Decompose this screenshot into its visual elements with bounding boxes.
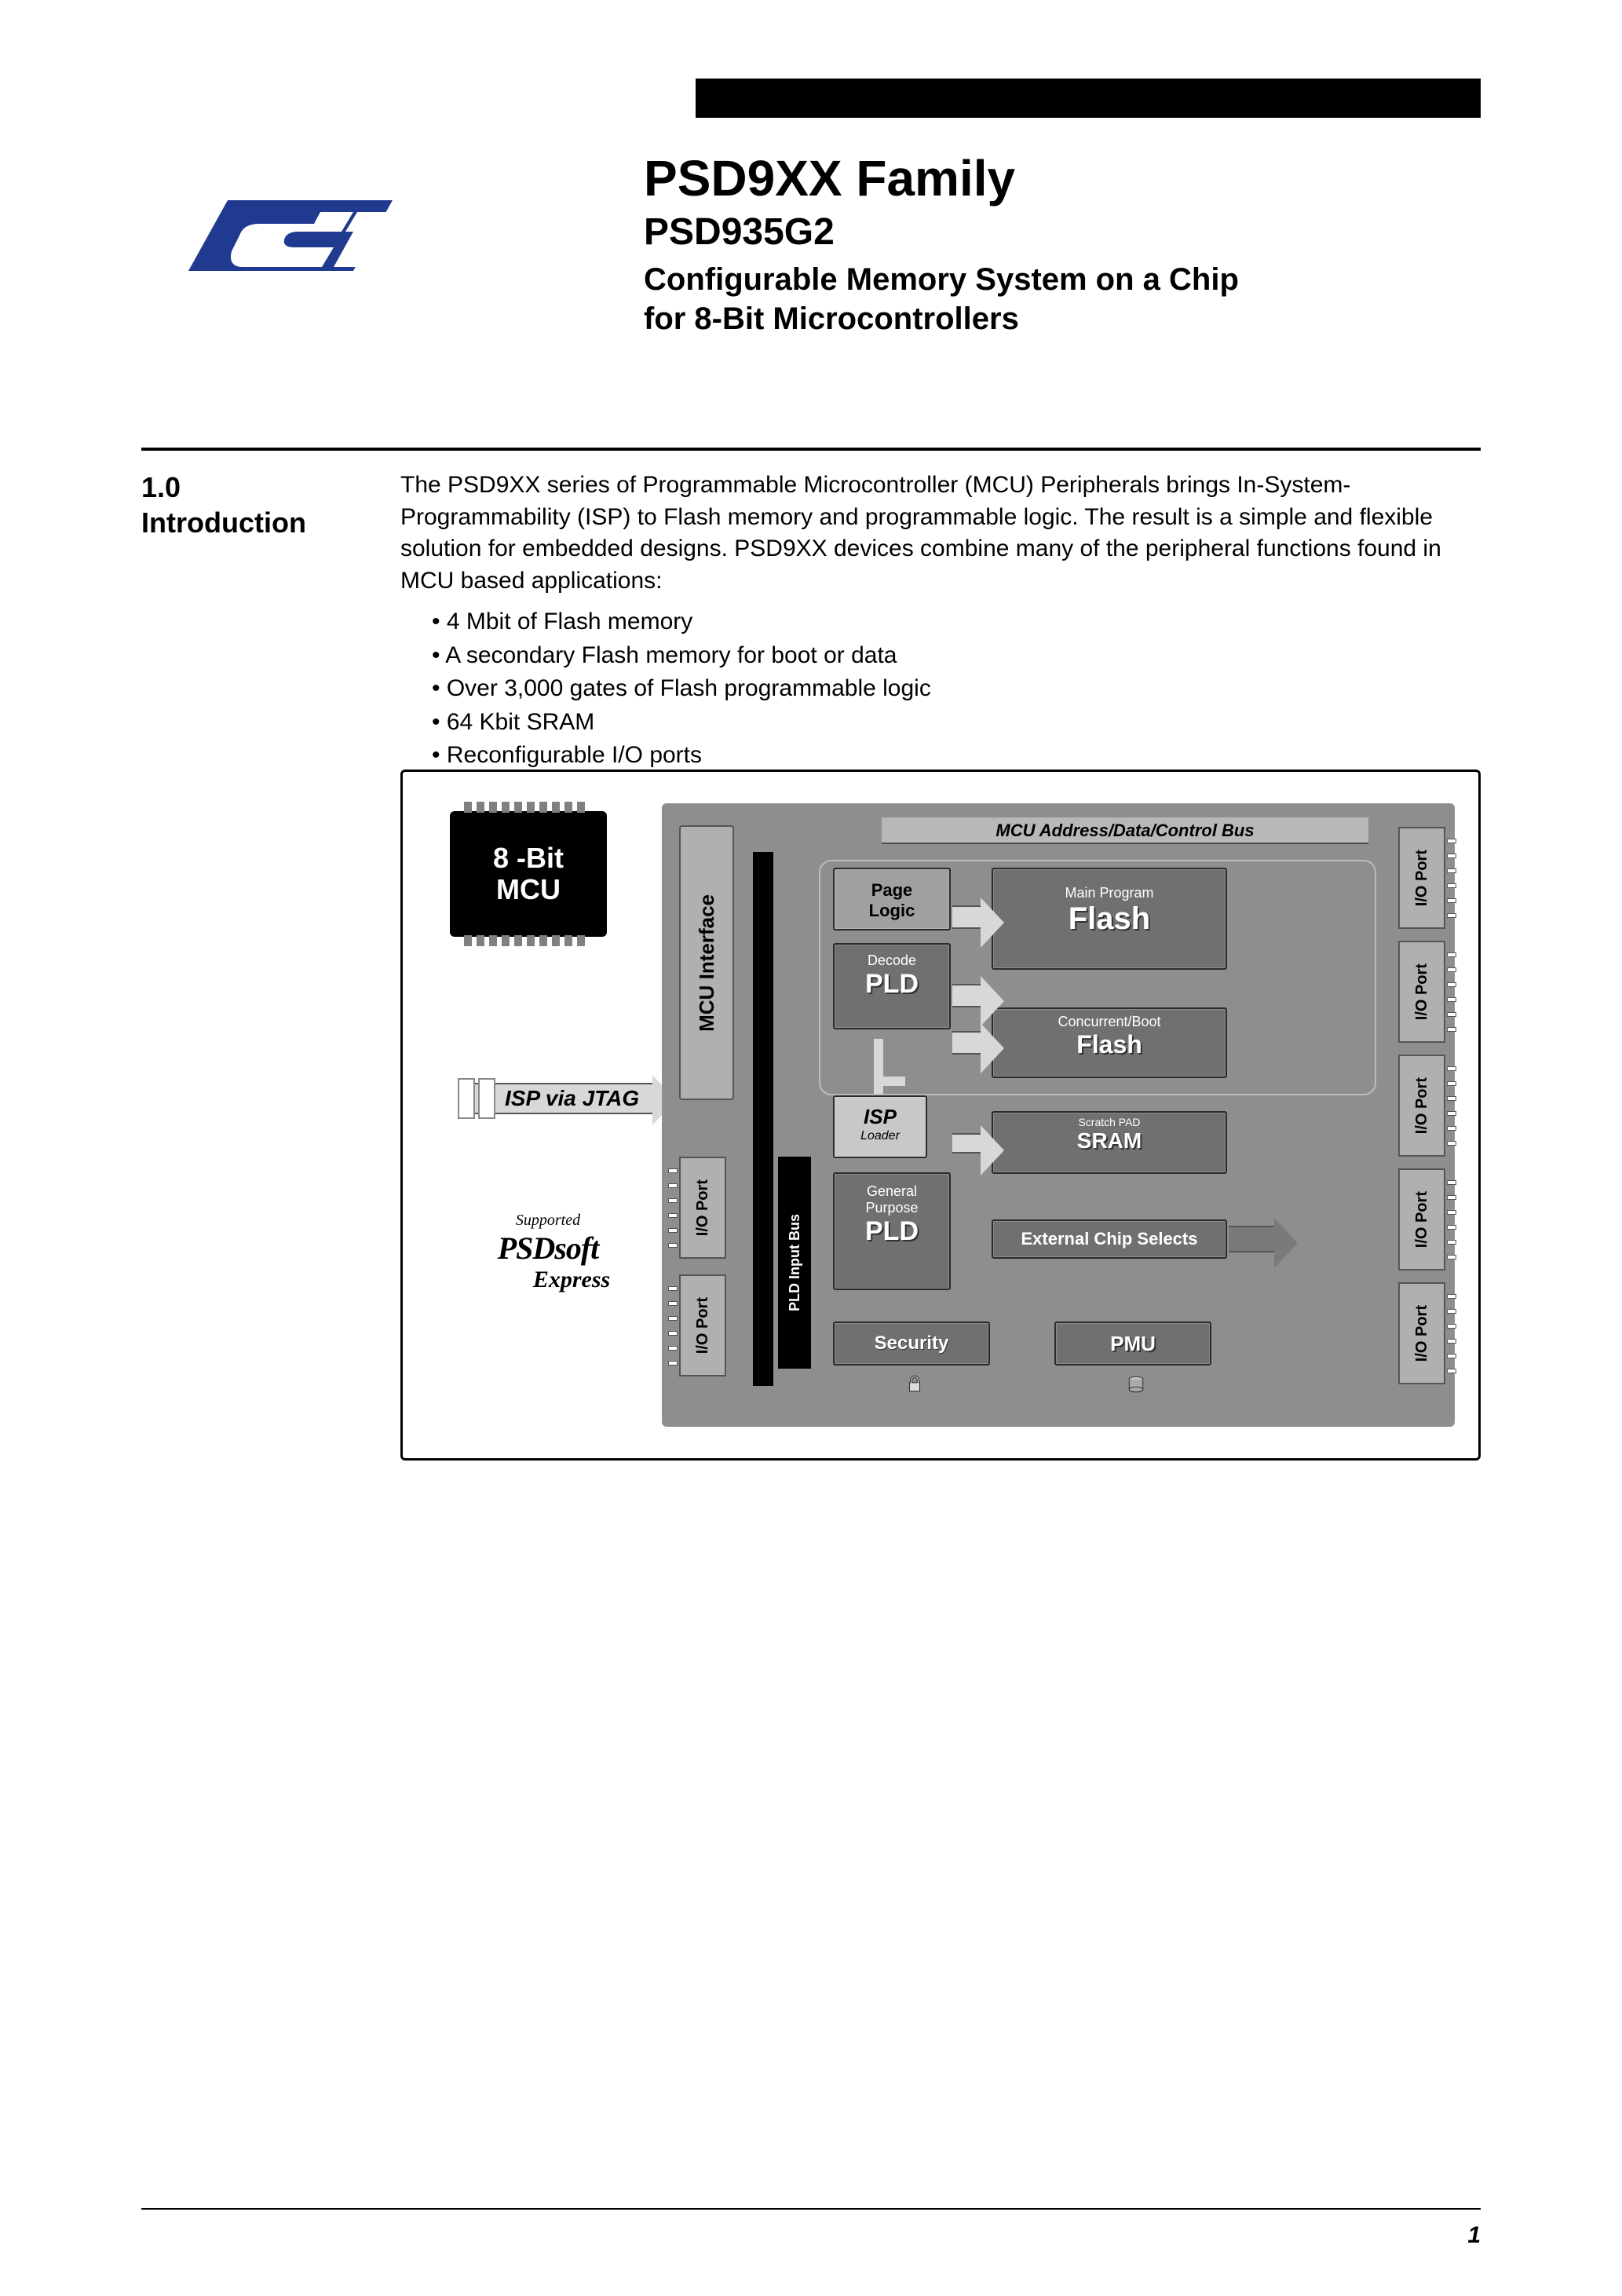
intro-paragraph: The PSD9XX series of Programmable Microc…	[400, 470, 1481, 597]
part-title: PSD935G2	[644, 210, 1481, 254]
page-number: 1	[1467, 2222, 1481, 2249]
bus-title: MCU Address/Data/Control Bus	[882, 817, 1368, 844]
chip-pins-icon	[464, 802, 585, 813]
mcu-chip: 8 -Bit MCU	[450, 811, 607, 937]
boot-flash-block: Concurrent/Boot Flash	[992, 1007, 1227, 1078]
arrow-icon	[952, 1133, 982, 1153]
section-heading: 1.0 Introduction	[141, 470, 377, 540]
psd-chip-panel: MCU Address/Data/Control Bus MCU Interfa…	[662, 803, 1455, 1427]
decode-pld-block: Decode PLD	[833, 943, 951, 1029]
io-port-block: I/O Port	[679, 1157, 726, 1259]
sram-block: Scratch PAD SRAM	[992, 1111, 1227, 1174]
family-title: PSD9XX Family	[644, 149, 1481, 207]
isp-loader-block: ISP Loader	[833, 1095, 927, 1158]
st-logo	[188, 173, 424, 298]
page-logic-block: Page Logic	[833, 868, 951, 930]
security-block: Security	[833, 1322, 990, 1366]
list-item: Over 3,000 gates of Flash programmable l…	[432, 673, 1481, 705]
main-flash-block: Main Program Flash	[992, 868, 1227, 970]
header-black-bar	[696, 79, 1481, 118]
ext-chip-selects-block: External Chip Selects	[992, 1219, 1227, 1259]
list-item: Reconfigurable I/O ports	[432, 740, 1481, 772]
arrow-icon	[952, 1031, 982, 1055]
footer-rule	[141, 2208, 1481, 2210]
section-rule	[141, 448, 1481, 451]
body-text: The PSD9XX series of Programmable Microc…	[400, 470, 1481, 806]
arrow-icon	[952, 984, 982, 1007]
section-number: 1.0	[141, 470, 377, 505]
subtitle-line1: Configurable Memory System on a Chip	[644, 260, 1481, 299]
jtag-connector-icon	[478, 1078, 495, 1119]
gp-pld-block: General Purpose PLD	[833, 1172, 951, 1290]
list-item: A secondary Flash memory for boot or dat…	[432, 640, 1481, 672]
lock-icon	[904, 1374, 925, 1395]
chip-pins-icon	[464, 935, 585, 946]
subtitle-line2: for 8-Bit Microcontrollers	[644, 299, 1481, 338]
jtag-connector-icon	[458, 1078, 475, 1119]
section-title: Introduction	[141, 505, 377, 540]
io-port-block: I/O Port	[1398, 1168, 1445, 1270]
io-port-block: I/O Port	[1398, 941, 1445, 1043]
title-block: PSD9XX Family PSD935G2 Configurable Memo…	[644, 149, 1481, 338]
mcu-interface-block: MCU Interface	[679, 825, 734, 1100]
arrow-icon	[1229, 1226, 1276, 1252]
pld-input-bus: PLD Input Bus	[778, 1157, 811, 1369]
data-bus-icon	[753, 852, 773, 1386]
pmu-block: PMU	[1054, 1322, 1211, 1366]
list-item: 4 Mbit of Flash memory	[432, 606, 1481, 638]
io-port-block: I/O Port	[679, 1274, 726, 1377]
list-item: 64 Kbit SRAM	[432, 707, 1481, 739]
io-port-block: I/O Port	[1398, 827, 1445, 929]
arrow-icon	[952, 905, 982, 929]
isp-via-jtag-label: ISP via JTAG	[505, 1086, 639, 1111]
io-port-block: I/O Port	[1398, 1055, 1445, 1157]
block-diagram-figure: 8 -Bit MCU ISP via JTAG Supported PSDsof…	[400, 770, 1481, 1461]
psdsoft-logo: Supported PSDsoft Express	[446, 1212, 650, 1293]
io-port-block: I/O Port	[1398, 1282, 1445, 1384]
arrow-stem-icon	[874, 1039, 883, 1094]
cylinder-icon	[1126, 1374, 1146, 1395]
